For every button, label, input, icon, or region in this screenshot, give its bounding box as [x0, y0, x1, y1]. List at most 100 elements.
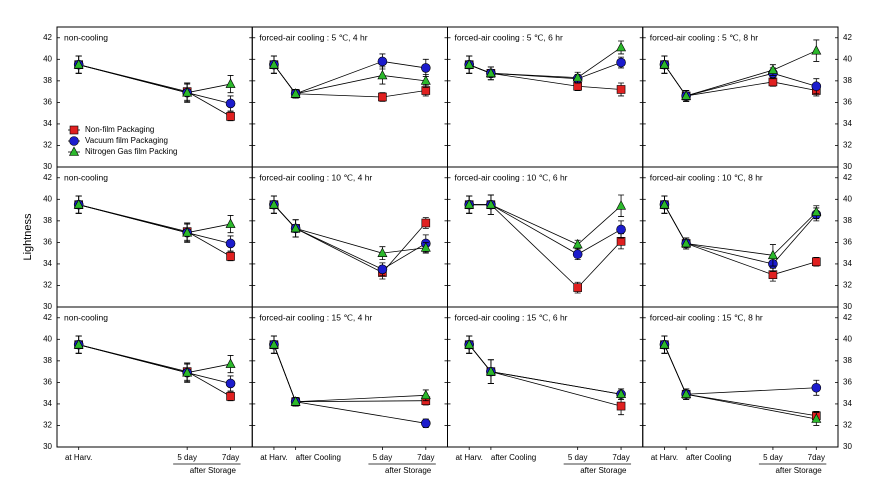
y-tick-label: 30 [843, 442, 852, 451]
series-line [78, 64, 231, 117]
y-tick-label: 38 [843, 216, 852, 225]
y-tick-label: 40 [43, 194, 52, 203]
series-line [664, 204, 817, 256]
y-tick-label: 40 [43, 54, 52, 63]
x-tick-label: at Harv. [455, 453, 482, 462]
y-tick-label: 34 [43, 119, 52, 128]
y-tick-label: 38 [43, 76, 52, 85]
marker [616, 401, 626, 411]
marker [225, 218, 236, 228]
x-tick-label: after Cooling [686, 453, 731, 462]
marker [616, 85, 626, 94]
marker [420, 75, 431, 85]
panel-title: forced-air cooling : 5 ℃, 6 hr [455, 32, 563, 42]
marker [616, 237, 626, 246]
y-tick-label: 32 [43, 421, 52, 430]
marker [268, 199, 279, 209]
marker [485, 199, 496, 209]
marker [464, 339, 475, 349]
series-line [469, 204, 622, 246]
series-line [664, 344, 817, 420]
marker [378, 92, 387, 102]
marker [811, 206, 822, 217]
marker [681, 90, 692, 100]
y-tick-label: 32 [843, 421, 852, 430]
series-line [664, 344, 817, 395]
panel-frame [447, 26, 644, 168]
marker [616, 224, 626, 235]
x-group-label: after Storage [580, 466, 627, 475]
panel-frame [642, 26, 839, 168]
x-group-label: after Storage [190, 466, 237, 475]
x-group-label: after Storage [385, 466, 432, 475]
panel-frame [56, 166, 253, 308]
legend-label: Non-film Packaging [85, 125, 154, 134]
y-tick-label: 34 [843, 399, 852, 408]
panel-title: forced-air cooling : 15 ℃, 6 hr [455, 312, 568, 322]
x-tick-label: 5 day [763, 453, 783, 462]
marker [659, 199, 670, 209]
panel-frame [251, 166, 448, 308]
marker [811, 413, 822, 423]
panel-title: non-cooling [64, 172, 108, 182]
x-tick-label: 5 day [568, 453, 588, 462]
panel-frame [56, 26, 253, 168]
marker [69, 146, 79, 156]
y-tick-label: 32 [43, 281, 52, 290]
y-tick-label: 42 [843, 173, 852, 182]
y-tick-label: 34 [843, 119, 852, 128]
marker [616, 200, 627, 210]
y-axis-label: Lightness [22, 213, 34, 261]
x-group-label: after Storage [775, 466, 822, 475]
marker [811, 81, 822, 92]
marker [421, 418, 431, 429]
marker [268, 59, 279, 69]
marker [420, 242, 431, 252]
marker [421, 86, 431, 95]
panel-frame [251, 26, 448, 168]
y-tick-label: 32 [843, 281, 852, 290]
x-tick-label: at Harv. [65, 453, 92, 462]
series-line [78, 64, 231, 94]
y-tick-label: 36 [43, 377, 52, 386]
marker [69, 125, 79, 135]
marker [464, 59, 475, 69]
y-tick-label: 32 [843, 141, 852, 150]
y-tick-label: 40 [843, 194, 852, 203]
panel-title: forced-air cooling : 15 ℃, 8 hr [650, 312, 763, 322]
series-line [78, 204, 231, 257]
y-tick-label: 42 [843, 33, 852, 42]
series-line [469, 204, 622, 289]
y-tick-label: 38 [43, 216, 52, 225]
marker [572, 238, 583, 249]
y-tick-label: 34 [43, 259, 52, 268]
y-tick-label: 30 [43, 442, 52, 451]
panel-title: forced-air cooling : 10 ℃, 4 hr [259, 172, 372, 182]
panel-title: forced-air cooling : 5 ℃, 8 hr [650, 32, 758, 42]
series-line [664, 64, 817, 97]
y-tick-label: 38 [43, 356, 52, 365]
marker [573, 283, 582, 292]
marker [225, 98, 236, 109]
marker [225, 378, 236, 389]
series-line [78, 344, 231, 374]
y-tick-label: 40 [43, 334, 52, 343]
panel-title: forced-air cooling : 15 ℃, 4 hr [259, 312, 372, 322]
marker [768, 77, 778, 87]
y-tick-label: 42 [43, 33, 52, 42]
x-tick-label: 7day [808, 453, 825, 462]
panel-frame [251, 306, 448, 448]
marker [659, 339, 670, 349]
y-tick-label: 42 [43, 173, 52, 182]
marker [182, 367, 193, 377]
marker [290, 222, 301, 233]
y-tick-label: 40 [843, 54, 852, 63]
y-tick-label: 30 [43, 302, 52, 311]
y-tick-label: 40 [843, 334, 852, 343]
x-tick-label: 7day [417, 453, 434, 462]
panel-title: forced-air cooling : 10 ℃, 6 hr [455, 172, 568, 182]
y-tick-label: 30 [843, 302, 852, 311]
marker [485, 365, 496, 376]
series-line [78, 204, 231, 234]
panel-frame [56, 306, 253, 448]
